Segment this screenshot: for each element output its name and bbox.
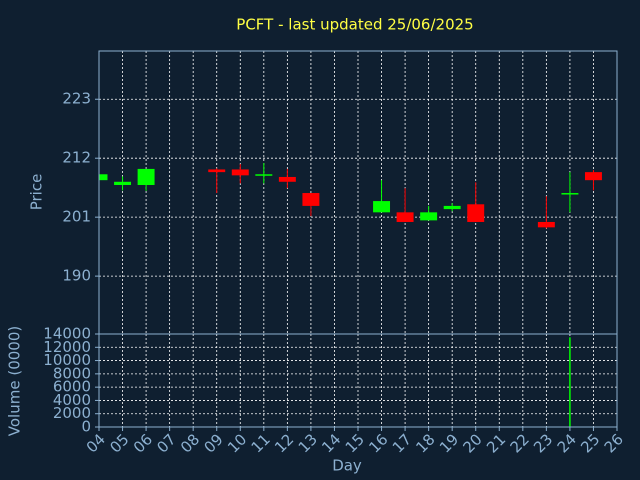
- y-tick-label: 14000: [43, 325, 91, 343]
- candle-body: [99, 174, 108, 181]
- candle-body: [561, 193, 579, 195]
- y-tick-label: 190: [62, 267, 91, 285]
- candle-body: [467, 204, 485, 222]
- y-tick-label: 4000: [53, 391, 91, 409]
- y-tick-label: 8000: [53, 364, 91, 382]
- candle-body: [373, 201, 391, 213]
- y-axis-label: Volume (0000): [6, 326, 24, 436]
- y-tick-label: 10000: [43, 351, 91, 369]
- candle-body: [443, 205, 461, 210]
- candle-body: [396, 212, 414, 222]
- y-axis-label: Price: [28, 174, 46, 211]
- y-tick-label: 223: [62, 90, 91, 108]
- candle-body: [278, 176, 296, 182]
- candle-body: [255, 174, 273, 176]
- x-axis-label: Day: [332, 457, 362, 475]
- candle-body: [137, 168, 155, 185]
- y-tick-label: 212: [62, 149, 91, 167]
- candle-body: [208, 169, 226, 173]
- candle-body: [420, 212, 438, 221]
- y-tick-label: 6000: [53, 378, 91, 396]
- volume-bar: [569, 337, 571, 427]
- y-tick-label: 2000: [53, 404, 91, 422]
- candle-body: [114, 181, 132, 185]
- candle-body: [302, 193, 320, 206]
- y-tick-label: 201: [62, 208, 91, 226]
- candle-body: [231, 169, 249, 176]
- price-plot: [99, 51, 617, 334]
- y-tick-label: 0: [81, 418, 91, 436]
- chart-title: PCFT - last updated 25/06/2025: [236, 16, 473, 34]
- candle-body: [584, 172, 602, 181]
- volume-plot: [99, 334, 617, 427]
- candle-body: [537, 221, 555, 228]
- y-tick-label: 12000: [43, 338, 91, 356]
